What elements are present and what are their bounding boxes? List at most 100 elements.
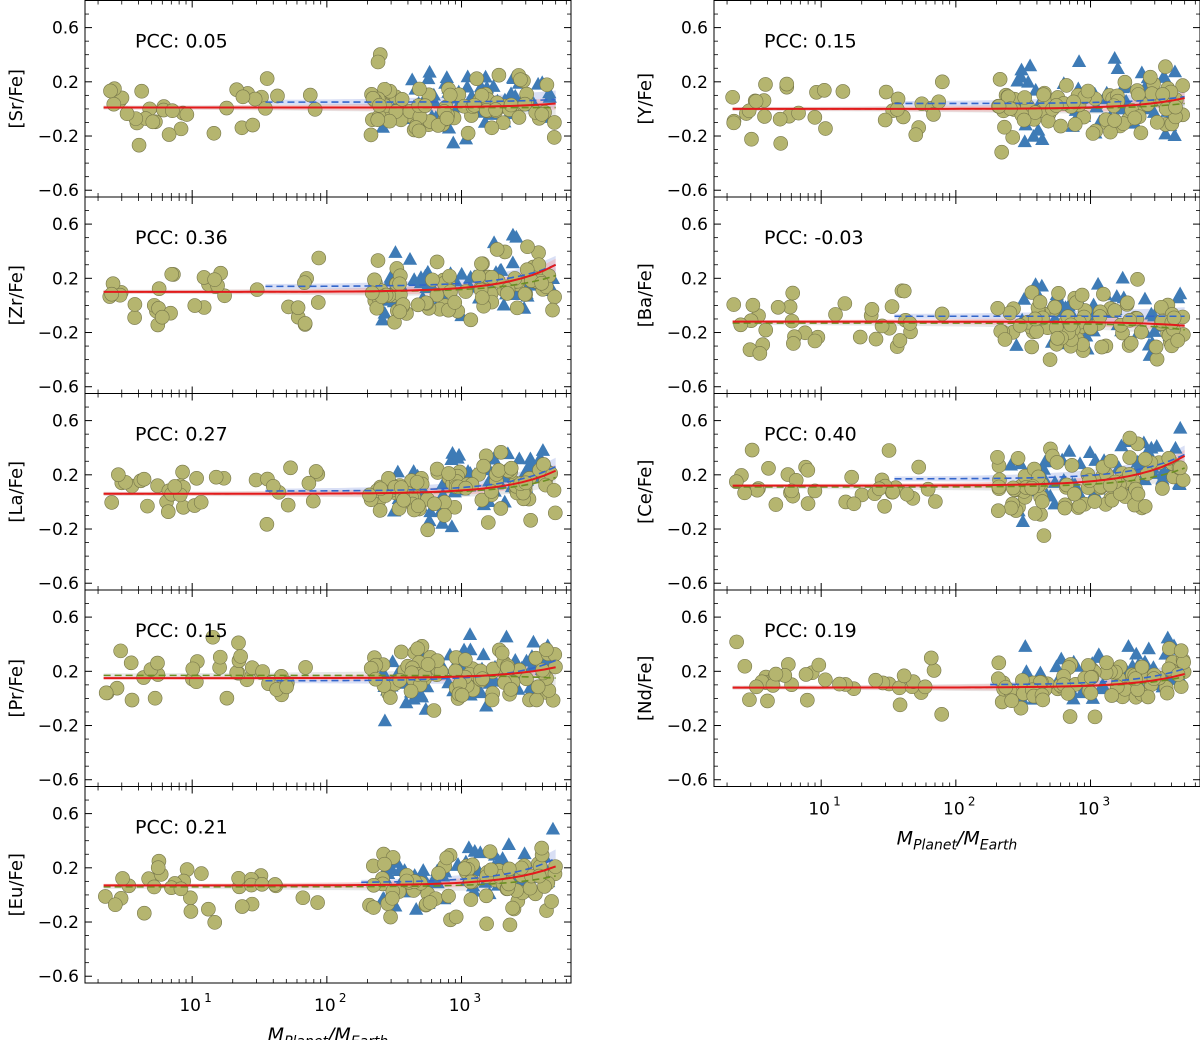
circle-point: [530, 679, 546, 695]
circle-point: [1083, 685, 1099, 701]
fit-line-blue: [265, 465, 556, 492]
circle-point: [1029, 324, 1044, 339]
circle-point: [484, 269, 500, 285]
y-axis-label: [La/Fe]: [6, 461, 27, 523]
circle-point: [807, 333, 823, 349]
circle-point: [520, 239, 535, 255]
circle-point: [161, 127, 177, 142]
circle-point: [308, 464, 324, 479]
circle-point: [297, 316, 313, 331]
circle-point: [124, 692, 140, 708]
x-tick-label: 10: [943, 800, 965, 820]
circle-point: [1131, 87, 1146, 102]
circle-point: [167, 479, 183, 494]
y-axis-label: [Ce/Fe]: [635, 460, 656, 524]
triangle-point: [1146, 105, 1162, 118]
circle-point: [1149, 115, 1165, 130]
y-tick-label: −0.2: [38, 127, 79, 147]
circle-point: [179, 107, 195, 122]
circle-point: [107, 897, 123, 913]
circle-point: [234, 899, 250, 914]
plot-area: [726, 270, 1191, 367]
circle-point: [1102, 477, 1118, 493]
y-tick-label: −0.6: [38, 574, 79, 594]
fit-line-blue: [265, 98, 556, 103]
circle-point: [729, 634, 744, 650]
circle-point: [544, 894, 559, 909]
circle-point: [1133, 125, 1149, 141]
circle-point: [884, 299, 900, 314]
circle-point: [183, 904, 199, 919]
circle-point: [165, 103, 180, 119]
circle-point: [1050, 330, 1065, 346]
y-axis-label: [Eu/Fe]: [6, 853, 27, 916]
triangle-point: [1014, 62, 1029, 76]
y-tick-label: 0.6: [52, 608, 79, 628]
triangle-point: [505, 227, 521, 241]
y-axis-label: [Pr/Fe]: [6, 659, 27, 718]
circle-point: [1034, 494, 1050, 509]
circle-point: [786, 336, 801, 351]
circle-point: [871, 481, 887, 497]
circle-point: [420, 657, 436, 672]
circle-point: [807, 110, 823, 125]
circle-point: [539, 642, 554, 658]
triangle-point: [479, 698, 494, 712]
circle-point: [800, 462, 816, 478]
circle-point: [425, 272, 440, 288]
circle-point: [1117, 74, 1133, 90]
circle-point: [474, 290, 490, 305]
circle-point: [1012, 318, 1028, 333]
circle-point: [175, 464, 190, 480]
y-tick-label: 0.6: [681, 412, 708, 432]
circle-point: [207, 915, 223, 930]
chart-panel-bafe: 0.6 0.2 −0.2 −0.6 [Ba/Fe] PCC: -0.03: [635, 196, 1200, 398]
circle-point: [429, 287, 445, 303]
circle-point: [412, 81, 427, 97]
circle-point: [1074, 287, 1090, 303]
circle-point: [235, 89, 251, 105]
circle-point: [837, 296, 853, 311]
circle-point: [393, 644, 409, 660]
circle-point: [409, 475, 425, 490]
circle-point: [367, 272, 382, 288]
circle-point: [363, 127, 379, 143]
circle-point: [474, 492, 490, 508]
fit-line-green: [103, 875, 556, 888]
circle-point: [726, 297, 742, 312]
circle-point: [868, 672, 883, 688]
circle-point: [160, 504, 176, 519]
circle-point: [1027, 506, 1043, 521]
x-tick-exponent: 2: [968, 795, 976, 809]
circle-point: [1002, 305, 1018, 321]
circle-point: [480, 515, 496, 530]
y-tick-label: 0.2: [52, 73, 79, 93]
circle-point: [896, 283, 912, 299]
x-tick-label: 10: [449, 996, 471, 1016]
circle-point: [111, 467, 126, 482]
fit-line-blue: [894, 453, 1185, 480]
circle-point: [742, 692, 757, 708]
circle-point: [1137, 499, 1153, 514]
circle-point: [733, 317, 748, 333]
circle-point: [370, 253, 386, 268]
circle-point: [1057, 500, 1073, 516]
circle-point: [817, 82, 832, 98]
triangle-point: [444, 519, 459, 533]
circle-point: [185, 661, 201, 677]
circle-point: [990, 300, 1005, 316]
circle-point: [205, 629, 221, 645]
circle-point: [483, 862, 499, 878]
triangle-point: [1035, 132, 1050, 145]
circle-point: [98, 685, 114, 701]
circle-point: [545, 302, 560, 318]
fit-line-red: [732, 454, 1186, 487]
y-tick-label: −0.2: [667, 324, 708, 344]
circle-point: [441, 466, 456, 481]
circle-point: [529, 692, 544, 708]
triangle-point: [1049, 659, 1064, 673]
circle-point: [1149, 351, 1165, 367]
circle-point: [212, 649, 228, 665]
circle-point: [463, 312, 479, 328]
triangle-point: [1156, 70, 1171, 83]
